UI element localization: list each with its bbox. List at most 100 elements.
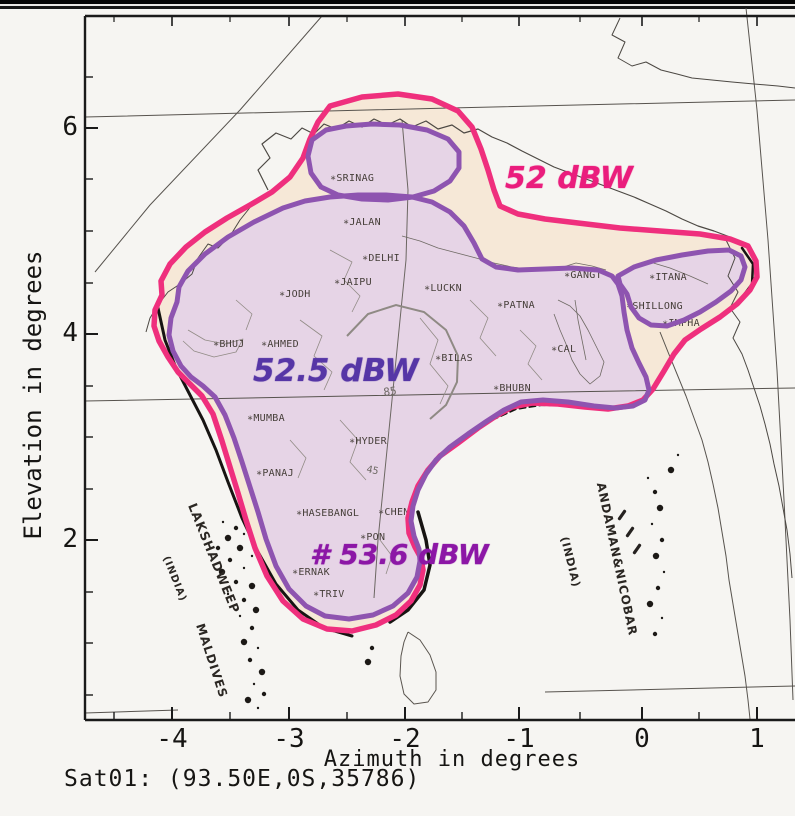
map-border-line: [339, 419, 367, 481]
city-label-jodh: ∗JODH: [279, 289, 311, 300]
map-border-line: [94, 15, 323, 273]
region-label: ANDAMAN&NICOBAR: [594, 481, 640, 637]
coastline-dark: [388, 510, 432, 624]
city-label-cal: ∗CAL: [551, 344, 576, 355]
island-dot: [241, 597, 247, 603]
island-dot: [215, 545, 221, 551]
city-label-jaipu: ∗JAIPU: [334, 277, 372, 288]
island-dot: [369, 645, 375, 651]
city-label-shillong: ∗SHILLONG: [626, 301, 683, 312]
contour-line-52.5-northeast-lobe: [615, 247, 748, 329]
map-border-line: [553, 299, 605, 385]
island-dot: [667, 466, 675, 474]
city-label-ahmed: ∗AHMED: [261, 339, 299, 350]
map-border-line: [574, 299, 587, 361]
island-dot: [233, 525, 239, 531]
city-label-itana: ∗ITANA: [649, 272, 687, 283]
island-dot: [650, 522, 654, 526]
city-label-hyder: ∗HYDER: [349, 436, 388, 447]
map-border-line: [419, 317, 449, 405]
island-dash: [632, 543, 642, 555]
map-tiny-label: 85: [383, 384, 398, 399]
island-dot: [233, 579, 239, 585]
city-label-luckn: ∗LUCKN: [424, 283, 462, 294]
island-dot: [242, 566, 246, 570]
island-dash: [625, 526, 635, 538]
map-border-line: [329, 249, 361, 313]
x-axis-title: Azimuth in degrees: [323, 747, 581, 772]
contour-line-52.5-main: [166, 192, 652, 622]
map-border-line: [182, 329, 244, 358]
island-dot: [256, 646, 260, 650]
city-label-chen: ∗CHEN: [378, 507, 410, 518]
island-dot: [662, 570, 666, 574]
map-border-line: [745, 7, 794, 701]
island-dot: [655, 585, 661, 591]
island-dot: [227, 557, 233, 563]
contour-value-label-525: 52.5 dBW: [253, 353, 419, 389]
city-label-srinag: ∗SRINAG: [330, 173, 374, 184]
island-dot: [221, 520, 225, 524]
map-border-line: [469, 299, 497, 357]
city-label-ernak: ∗ERNAK: [292, 567, 330, 578]
satellite-annotation: Sat01: (93.50E,0S,35786): [64, 766, 421, 792]
contour-value-label-52: 52 dBW: [505, 161, 633, 196]
region-label: (INDIA): [558, 535, 583, 589]
island-dot: [242, 532, 246, 536]
island-dot: [240, 638, 248, 646]
map-border-line: [379, 539, 393, 575]
map-border-line: [725, 239, 793, 579]
city-label-triv: ∗TRIV: [313, 589, 345, 600]
city-label-gangt: ∗GANGT: [564, 270, 602, 281]
axes-frame: [83, 14, 795, 722]
island-dash: [617, 509, 627, 521]
island-dot: [247, 657, 253, 663]
island-dot: [244, 696, 252, 704]
island-dot: [248, 582, 256, 590]
city-label-mumba: ∗MUMBA: [247, 413, 285, 424]
island-dot: [656, 504, 664, 512]
contour-line-52.5-north-blob: [305, 121, 462, 203]
region-label: LAKSHADWEEP: [185, 501, 243, 616]
map-border-line: [235, 299, 253, 331]
island-dot: [659, 537, 665, 543]
map-border-line: [649, 261, 709, 285]
y-tick-label-6: 6: [62, 112, 78, 142]
island-dot: [238, 614, 242, 618]
city-label-delhi: ∗DELHI: [362, 253, 400, 264]
contour-value-label-536: # 53.6 dBW: [310, 538, 489, 571]
inner-gain-arc: [346, 303, 460, 420]
island-dot: [250, 554, 254, 558]
island-dot: [261, 691, 267, 697]
x-tick-label-1: 1: [749, 724, 765, 754]
scan-border-top: [0, 0, 795, 10]
city-label-bilas: ∗BILAS: [435, 353, 473, 364]
island-dot: [652, 552, 660, 560]
map-border-line: [611, 17, 795, 89]
island-dot: [676, 453, 680, 457]
island-dot: [256, 706, 260, 710]
island-dot: [364, 658, 372, 666]
island-dot: [226, 592, 230, 596]
island-dot: [652, 489, 658, 495]
island-dot: [660, 616, 664, 620]
region-label: (INDIA): [160, 555, 188, 604]
city-label-hasebangl: ∗HASEBANGL: [296, 508, 359, 519]
map-border-line: [519, 329, 543, 381]
y-axis-title: Elevation in degrees: [19, 250, 47, 540]
map-tiny-label: 45: [365, 464, 379, 477]
island-dot: [252, 606, 260, 614]
x-tick-label--2: -2: [389, 724, 421, 754]
island-dot: [218, 568, 226, 576]
island-dot: [258, 668, 266, 676]
island-dot: [252, 682, 256, 686]
island-dot: [652, 631, 658, 637]
map-border-line: [299, 319, 333, 391]
map-border-line: [84, 709, 179, 714]
map-border-line: [373, 119, 409, 599]
city-label-jalan: ∗JALAN: [343, 217, 381, 228]
basemap-lines: 85 45: [84, 7, 795, 720]
x-tick-label--3: -3: [273, 724, 305, 754]
island-dot: [236, 544, 244, 552]
island-dot: [646, 476, 650, 480]
